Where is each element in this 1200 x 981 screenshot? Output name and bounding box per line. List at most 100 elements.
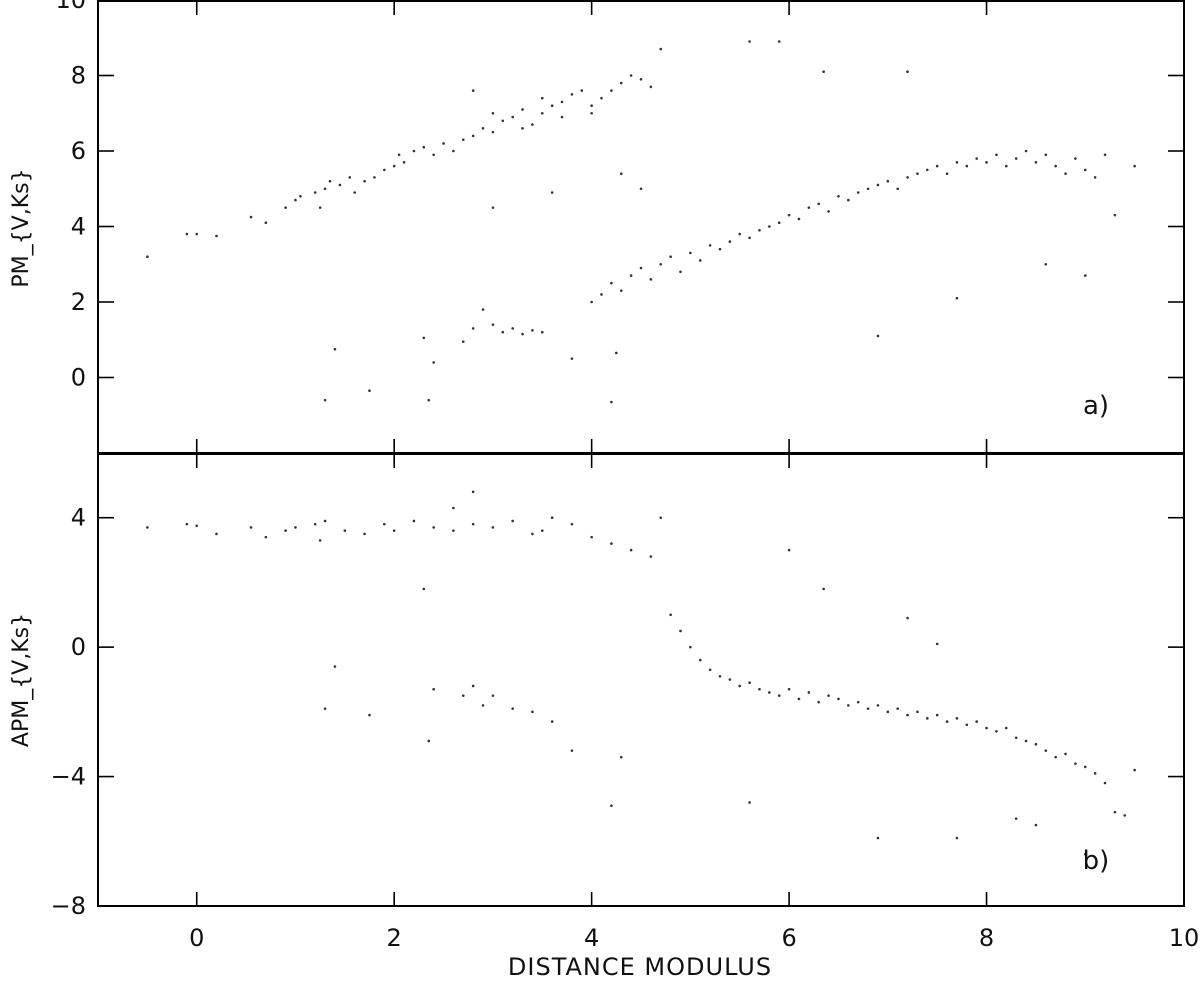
scatter-point-a <box>471 134 475 138</box>
scatter-point-a <box>338 183 342 187</box>
scatter-point-a <box>461 340 465 343</box>
scatter-point-a <box>738 232 742 236</box>
scatter-point-b <box>264 535 268 539</box>
scatter-point-b <box>427 739 431 743</box>
scatter-point-b <box>935 713 939 717</box>
scatter-point-b <box>856 700 860 704</box>
scatter-point-a <box>669 255 672 258</box>
scatter-point-b <box>368 713 371 717</box>
scatter-point-b <box>669 613 672 617</box>
scatter-point-b <box>649 555 653 558</box>
scatter-point-a <box>432 153 435 157</box>
scatter-point-a <box>392 164 396 168</box>
scatter-point-a <box>866 187 870 191</box>
scatter-point-b <box>333 665 337 668</box>
scatter-point-a <box>945 172 949 175</box>
scatter-point-b <box>1113 810 1117 814</box>
scatter-point-a <box>531 329 534 332</box>
scatter-point-b <box>323 707 327 710</box>
scatter-point-a <box>368 389 371 393</box>
scatter-point-a <box>1064 172 1067 175</box>
scatter-point-a <box>363 179 366 183</box>
scatter-point-b <box>1014 817 1018 820</box>
scatter-point-b <box>343 529 347 532</box>
scatter-point-a <box>787 213 791 217</box>
scatter-point-b <box>758 687 761 691</box>
scatter-point-a <box>521 332 524 336</box>
y-tick-label-a: 2 <box>71 288 86 316</box>
scatter-point-a <box>615 351 618 355</box>
scatter-point-a <box>619 289 623 292</box>
scatter-point-a <box>817 202 821 206</box>
scatter-point-a <box>491 323 495 326</box>
scatter-point-a <box>491 111 495 115</box>
scatter-point-b <box>926 717 929 720</box>
panel-a-label: a) <box>1083 391 1109 421</box>
scatter-point-b <box>807 691 811 694</box>
scatter-point-b <box>392 529 396 532</box>
scatter-point-b <box>610 804 613 807</box>
scatter-point-a <box>442 142 445 145</box>
scatter-point-a <box>333 347 337 351</box>
scatter-point-a <box>1024 149 1028 153</box>
scatter-point-a <box>195 232 199 236</box>
scatter-point-b <box>452 506 455 510</box>
scatter-point-a <box>619 81 623 85</box>
scatter-point-a <box>185 232 189 236</box>
y-tick-label-a: 10 <box>55 0 86 14</box>
scatter-point-a <box>748 40 751 43</box>
scatter-point-b <box>817 700 821 704</box>
scatter-point-a <box>827 210 830 213</box>
scatter-point-a <box>560 115 564 119</box>
scatter-point-a <box>452 149 455 153</box>
scatter-point-b <box>945 720 949 723</box>
scatter-point-a <box>481 308 485 311</box>
scatter-point-a <box>896 187 899 191</box>
scatter-point-b <box>550 516 554 520</box>
x-tick-label: 8 <box>979 924 994 952</box>
scatter-point-b <box>985 726 988 730</box>
scatter-point-a <box>471 327 475 330</box>
panel-b-label: b) <box>1083 846 1110 876</box>
scatter-point-a <box>906 70 909 74</box>
scatter-point-a <box>328 179 332 183</box>
y-tick-label-b: −4 <box>51 763 86 791</box>
scatter-point-a <box>748 236 751 240</box>
scatter-point-a <box>313 191 317 194</box>
scatter-point-a <box>955 296 959 300</box>
scatter-point-a <box>318 206 322 209</box>
scatter-point-a <box>540 96 544 100</box>
x-axis-label: DISTANCE MODULUS <box>508 953 772 981</box>
scatter-point-a <box>471 89 475 92</box>
scatter-point-b <box>935 642 939 646</box>
scatter-point-a <box>550 191 554 194</box>
scatter-point-b <box>432 687 435 691</box>
scatter-point-a <box>876 334 880 338</box>
scatter-point-a <box>491 130 495 134</box>
y-tick-label-b: −8 <box>51 892 86 920</box>
scatter-point-a <box>1014 157 1018 160</box>
scatter-point-b <box>777 694 781 697</box>
scatter-point-a <box>1034 161 1038 164</box>
scatter-point-b <box>679 629 682 633</box>
scatter-point-b <box>146 526 149 529</box>
scatter-point-a <box>610 89 613 92</box>
scatter-point-b <box>827 694 830 697</box>
scatter-point-a <box>610 281 613 285</box>
scatter-point-b <box>822 587 825 591</box>
scatter-point-b <box>955 836 959 840</box>
scatter-point-a <box>570 93 574 96</box>
scatter-point-b <box>511 519 514 523</box>
y-tick-label-a: 4 <box>71 213 86 241</box>
scatter-point-a <box>353 191 356 194</box>
scatter-point-b <box>323 519 327 523</box>
scatter-point-b <box>886 710 890 714</box>
scatter-point-b <box>249 526 253 529</box>
scatter-point-a <box>215 234 218 238</box>
scatter-point-b <box>195 524 199 528</box>
scatter-point-a <box>807 206 811 209</box>
scatter-point-b <box>383 522 386 526</box>
scatter-point-a <box>511 115 514 119</box>
scatter-point-b <box>531 532 534 536</box>
scatter-point-b <box>1004 726 1008 730</box>
